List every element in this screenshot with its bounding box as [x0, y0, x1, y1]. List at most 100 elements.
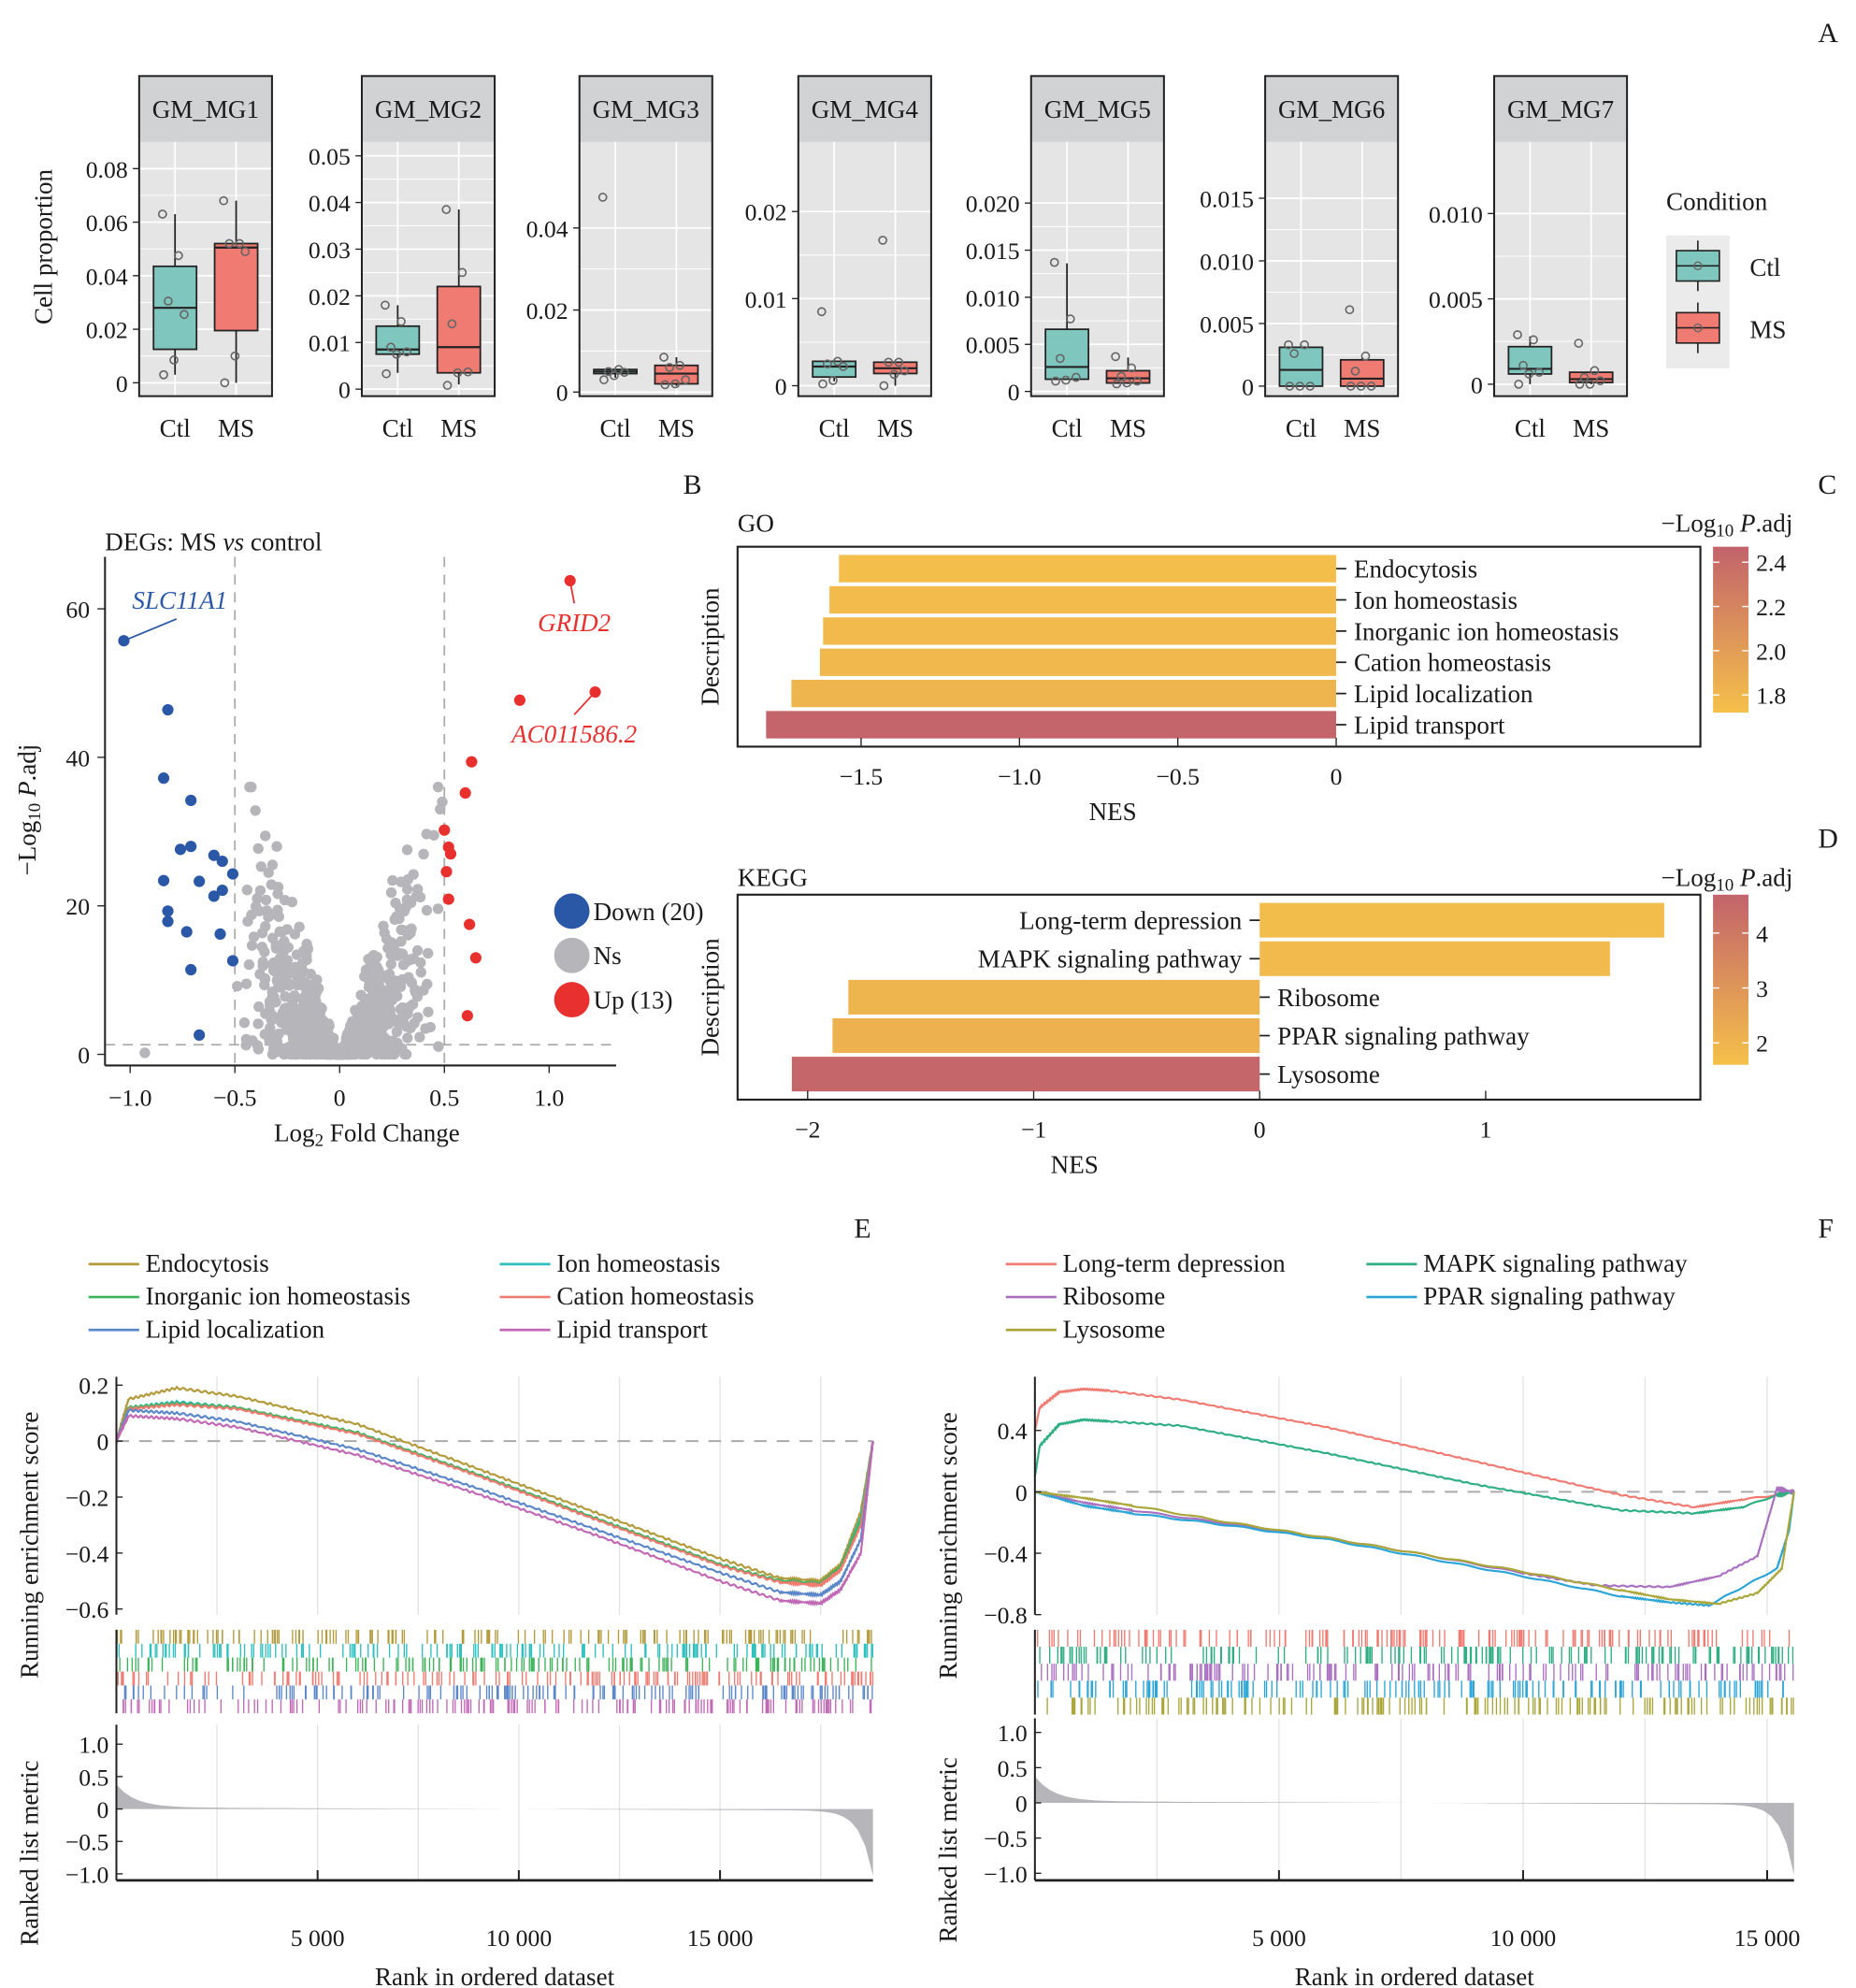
bar-endocytosis — [839, 555, 1337, 583]
es-line-cation-homeostasis — [115, 1402, 874, 1589]
data-point — [1514, 380, 1524, 389]
data-point — [899, 366, 910, 376]
point-ns — [280, 942, 291, 953]
point-ns — [432, 903, 444, 915]
metric-y-tick-label: 0.5 — [79, 1764, 108, 1791]
data-point — [1345, 305, 1355, 315]
data-point — [1529, 335, 1538, 345]
bar-mapk-signaling-pathway — [1259, 941, 1610, 976]
point-down — [157, 874, 170, 886]
x-tick-label: 0 — [1331, 763, 1343, 790]
point-ns — [407, 999, 419, 1010]
metric-y-tick-label: −1.0 — [65, 1861, 109, 1888]
data-point — [665, 363, 675, 372]
point-ns — [276, 1016, 287, 1029]
point-down — [226, 868, 239, 880]
point-ns — [324, 1020, 335, 1031]
x-axis-label-part: 2 — [315, 1131, 324, 1150]
data-point — [1065, 314, 1075, 324]
x-tick-label: 1.0 — [534, 1085, 564, 1112]
point-ns — [243, 958, 255, 971]
box-ctl — [1278, 346, 1324, 387]
y-axis-label: Description — [697, 938, 725, 1057]
legend-dot — [554, 982, 590, 1018]
x-axis-label-part: Fold Change — [324, 1119, 460, 1147]
bar-lysosome — [791, 1057, 1260, 1092]
point-ns — [341, 1029, 352, 1040]
x-tick-label: MS — [440, 414, 477, 442]
data-point — [219, 195, 229, 206]
facet-gm_mg1: GM_MG1 0 0.02 0.04 0.06 0.08 Ctl MS — [86, 75, 273, 442]
y-axis-label: −Log10 P.adj — [13, 744, 45, 876]
bar-lipid-localization — [791, 679, 1337, 708]
plot-title: DEGs: MS vs control — [105, 528, 322, 556]
point-ns — [306, 979, 317, 991]
point-ns — [422, 978, 433, 990]
panel-b-volcano: DEGs: MS vs control SLC11A1 GRID2 AC011586.… — [13, 528, 704, 1151]
point-down — [157, 772, 170, 785]
y-axis-label-part — [13, 797, 41, 803]
x-tick-label: Ctl — [382, 414, 413, 442]
colorbar-title-part: 10 — [1716, 521, 1734, 540]
point-up — [439, 824, 451, 836]
point-down — [180, 926, 193, 938]
legend-title: Condition — [1666, 188, 1768, 216]
facet-title: GM_MG7 — [1507, 95, 1614, 123]
point-ns — [252, 843, 264, 855]
point-ns — [360, 964, 372, 975]
facet-strip — [1494, 76, 1628, 142]
point-ns — [402, 1032, 413, 1044]
data-point — [230, 351, 240, 361]
facet-gm_mg2: GM_MG2 0 0.01 0.02 0.03 0.04 0.05 Ctl MS — [309, 75, 496, 442]
point-ns — [423, 1006, 434, 1017]
data-point — [1051, 376, 1060, 386]
facet-title: GM_MG3 — [593, 95, 699, 123]
point-ns — [405, 897, 417, 909]
point-ns — [383, 1048, 395, 1060]
y-tick-label: 0.04 — [86, 263, 128, 290]
x-tick-label: MS — [658, 414, 695, 442]
point-ns — [280, 991, 291, 1002]
y-tick-label: 0 — [97, 1429, 109, 1456]
data-point — [180, 310, 189, 320]
point-ns — [266, 859, 279, 871]
bar-label: Long-term depression — [1019, 907, 1243, 935]
point-ns — [253, 1001, 265, 1013]
y-tick-label: 0.020 — [966, 191, 1020, 218]
colorbar: 1.8 2.0 2.2 2.4 −Log10 P.adj — [1661, 509, 1792, 713]
point-ns — [260, 894, 272, 906]
y-tick-label: 0.01 — [745, 286, 787, 313]
facet-strip — [361, 76, 496, 142]
colorbar-tick-label: 2.0 — [1756, 638, 1786, 665]
data-point — [1055, 353, 1065, 364]
es-line-endocytosis — [115, 1385, 874, 1585]
colorbar-title-part: .adj — [1756, 509, 1793, 537]
facet-title: GM_MG6 — [1278, 95, 1385, 123]
point-ns — [415, 967, 427, 978]
data-point — [457, 267, 468, 278]
point-ns — [406, 977, 418, 988]
data-point — [681, 375, 691, 384]
legend-label: Lipid transport — [556, 1315, 708, 1343]
x-tick-label: 15 000 — [687, 1924, 754, 1952]
point-up — [442, 893, 454, 905]
data-point — [173, 251, 183, 261]
x-tick-label: −0.5 — [213, 1085, 257, 1112]
point-ns — [276, 1043, 288, 1054]
y-axis-label-metric: Ranked list metric — [16, 1761, 44, 1946]
colorbar-title: −Log10 P.adj — [1661, 509, 1792, 540]
colorbar-tick-label: 4 — [1756, 920, 1768, 947]
data-point — [447, 319, 457, 329]
data-point — [1116, 371, 1127, 382]
point-ns — [420, 1023, 431, 1034]
data-point — [1518, 360, 1528, 370]
colorbar-tick-label: 2.4 — [1756, 550, 1786, 577]
es-line-mapk-signaling-pathway — [1033, 1418, 1795, 1516]
x-tick-label: −1.0 — [998, 763, 1042, 790]
data-point — [1366, 382, 1376, 391]
point-up — [469, 952, 482, 964]
point-ns — [367, 1033, 379, 1044]
point-ns — [433, 1041, 444, 1052]
point-up — [440, 866, 453, 878]
point-ns — [352, 1043, 364, 1055]
